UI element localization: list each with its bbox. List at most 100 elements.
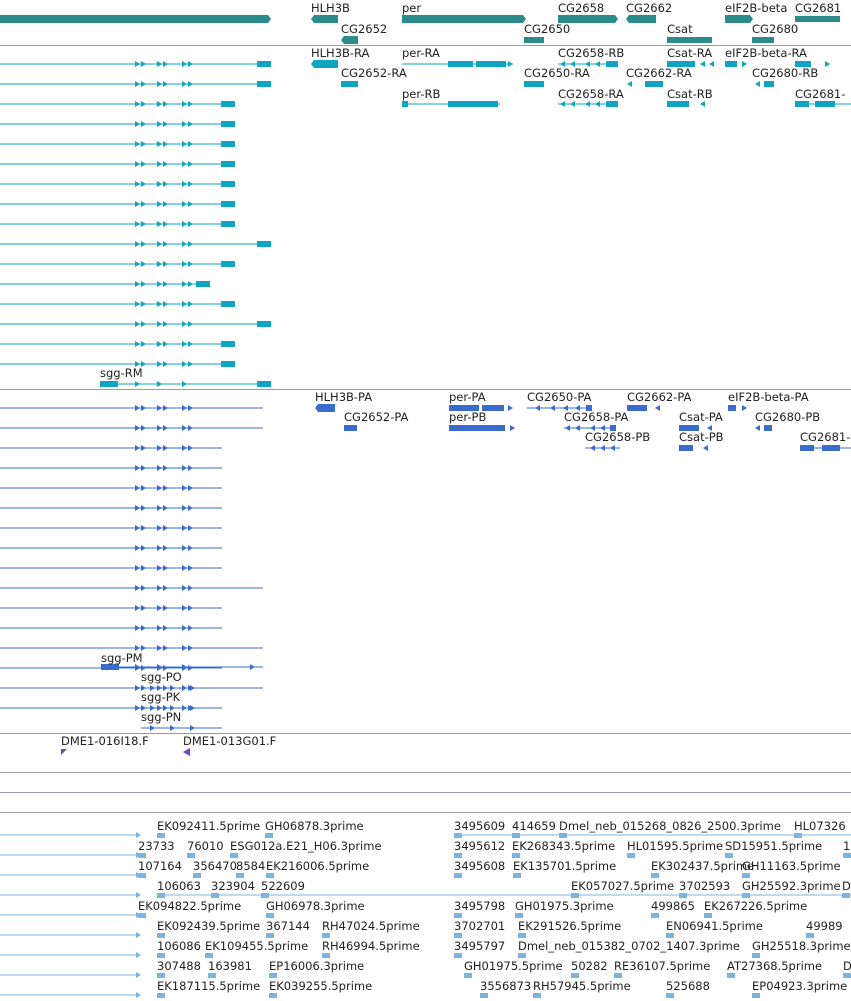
est-label[interactable]: 3556873 (480, 979, 532, 993)
strand-arrow[interactable] (141, 545, 146, 551)
strand-arrow[interactable] (135, 281, 140, 287)
transcript-label[interactable]: per-RA (402, 46, 440, 60)
exon-block[interactable] (626, 15, 656, 23)
exon-block[interactable] (795, 16, 840, 22)
est-feature[interactable] (454, 913, 462, 918)
strand-arrow[interactable] (135, 625, 140, 631)
strand-arrow[interactable] (150, 685, 155, 691)
strand-arrow[interactable] (182, 445, 187, 451)
strand-arrow[interactable] (188, 161, 193, 167)
est-label[interactable]: Dmel_neb_015382_0702_1407.3prime (518, 939, 740, 953)
strand-arrow[interactable] (182, 525, 187, 531)
strand-arrow[interactable] (188, 301, 193, 307)
strand-arrow[interactable] (182, 361, 187, 367)
exon-block[interactable] (476, 61, 506, 67)
strand-arrow[interactable] (709, 61, 714, 67)
strand-arrow[interactable] (188, 141, 193, 147)
est-label[interactable]: 499865 (651, 899, 695, 913)
strand-arrow[interactable] (550, 405, 555, 411)
strand-arrow[interactable] (188, 321, 193, 327)
strand-arrow[interactable] (182, 101, 187, 107)
strand-arrow[interactable] (163, 341, 168, 347)
exon-block[interactable] (100, 381, 118, 387)
strand-arrow[interactable] (182, 645, 187, 651)
exon-block[interactable] (221, 341, 235, 347)
protein-label[interactable]: sgg-PO (141, 670, 182, 684)
strand-arrow[interactable] (182, 545, 187, 551)
strand-arrow[interactable] (575, 425, 580, 431)
strand-arrow[interactable] (755, 425, 760, 431)
strand-arrow[interactable] (141, 361, 146, 367)
est-label[interactable]: 3702701 (454, 919, 506, 933)
est-label[interactable]: ESG012a.E21_H06.3prime (230, 839, 382, 853)
strand-arrow[interactable] (570, 61, 575, 67)
strand-arrow[interactable] (250, 664, 255, 670)
est-label[interactable]: EP04923.3prime (752, 979, 848, 993)
strand-arrow[interactable] (560, 61, 565, 67)
exon-block[interactable] (448, 101, 498, 107)
est-feature[interactable] (513, 873, 521, 878)
strand-arrow[interactable] (700, 101, 705, 107)
strand-arrow[interactable] (595, 61, 600, 67)
transcript-label[interactable]: eIF2B-beta-RA (725, 46, 807, 60)
protein-label[interactable]: CG2650-PA (527, 390, 592, 404)
est-label[interactable]: RH46994.5prime (322, 939, 420, 953)
strand-arrow[interactable] (141, 141, 146, 147)
exon-block[interactable] (311, 60, 338, 68)
est-feature[interactable] (454, 933, 462, 938)
protein-label[interactable]: per-PA (449, 390, 486, 404)
exon-block[interactable] (667, 101, 689, 107)
strand-arrow[interactable] (157, 381, 162, 387)
est-feature[interactable] (651, 913, 659, 918)
strand-arrow[interactable] (188, 121, 193, 127)
strand-arrow[interactable] (163, 525, 168, 531)
est-label[interactable]: EK094822.5prime (138, 899, 242, 913)
exon-block[interactable] (0, 15, 271, 23)
strand-arrow[interactable] (190, 685, 195, 691)
est-feature[interactable] (269, 993, 277, 998)
exon-block[interactable] (101, 664, 119, 670)
est-label[interactable]: RH47024.5prime (322, 919, 420, 933)
est-feature[interactable] (230, 853, 238, 858)
strand-arrow[interactable] (188, 485, 193, 491)
strand-arrow[interactable] (182, 181, 187, 187)
strand-arrow[interactable] (135, 101, 140, 107)
strand-arrow[interactable] (565, 425, 570, 431)
strand-arrow[interactable] (141, 445, 146, 451)
strand-arrow[interactable] (188, 405, 193, 411)
est-label[interactable]: 356470 (193, 859, 237, 873)
exon-block[interactable] (257, 381, 271, 387)
exon-block[interactable] (764, 81, 774, 87)
est-label[interactable]: GH06978.3prime (266, 899, 365, 913)
est-feature[interactable] (454, 873, 462, 878)
strand-arrow[interactable] (595, 101, 600, 107)
est-feature[interactable] (205, 953, 213, 958)
exon-block[interactable] (221, 201, 235, 207)
strand-arrow[interactable] (141, 405, 146, 411)
strand-arrow[interactable] (135, 61, 140, 67)
strand-arrow[interactable] (163, 445, 168, 451)
strand-arrow[interactable] (170, 725, 175, 731)
strand-arrow[interactable] (188, 505, 193, 511)
strand-arrow[interactable] (136, 932, 141, 938)
strand-arrow[interactable] (141, 485, 146, 491)
strand-arrow[interactable] (141, 301, 146, 307)
est-label[interactable]: AT27368.5prime (727, 959, 823, 973)
est-feature[interactable] (480, 993, 488, 998)
est-feature[interactable] (627, 853, 635, 858)
strand-arrow[interactable] (163, 141, 168, 147)
est-label[interactable]: 106086 (157, 939, 201, 953)
strand-arrow[interactable] (141, 101, 146, 107)
strand-arrow[interactable] (742, 405, 747, 411)
gene-label-cg2662[interactable]: CG2662 (626, 1, 673, 15)
strand-arrow[interactable] (157, 545, 162, 551)
exon-block[interactable] (221, 301, 235, 307)
est-label[interactable]: 8584 (236, 859, 266, 873)
strand-arrow[interactable] (163, 61, 168, 67)
exon-block[interactable] (728, 405, 736, 411)
strand-arrow[interactable] (135, 485, 140, 491)
transcript-label[interactable]: HLH3B-RA (311, 46, 370, 60)
strand-arrow[interactable] (188, 361, 193, 367)
strand-arrow[interactable] (182, 241, 187, 247)
strand-arrow[interactable] (135, 525, 140, 531)
